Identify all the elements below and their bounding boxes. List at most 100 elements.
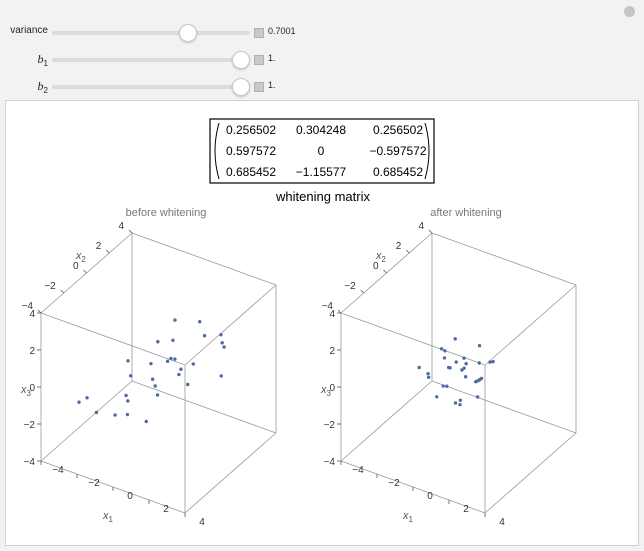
x3-tick-label: 2 bbox=[29, 346, 35, 357]
data-point bbox=[126, 399, 130, 403]
matrix-frame bbox=[209, 118, 435, 184]
x3-tick-label: 0 bbox=[29, 383, 35, 394]
x1-tick-label: −2 bbox=[388, 478, 400, 489]
box-edge bbox=[40, 380, 133, 462]
x2-tick-label: 0 bbox=[73, 261, 79, 272]
options-button[interactable] bbox=[624, 6, 635, 17]
data-point bbox=[77, 400, 81, 404]
axis-label-subscript: 1 bbox=[409, 515, 414, 524]
x2-tick-label: 4 bbox=[118, 221, 124, 232]
data-point bbox=[222, 345, 226, 349]
slider-knob[interactable] bbox=[232, 78, 250, 96]
data-point bbox=[124, 393, 128, 398]
slider-label: b1 bbox=[38, 52, 48, 68]
axis-label-name: x bbox=[102, 510, 109, 522]
x2-tick bbox=[60, 289, 65, 294]
data-point bbox=[463, 375, 468, 379]
left-paren bbox=[214, 122, 220, 180]
data-point bbox=[171, 338, 175, 342]
data-point bbox=[491, 359, 495, 364]
box-edge bbox=[131, 232, 277, 286]
slider-row: b1 1. bbox=[0, 50, 400, 70]
x1-tick-label: 0 bbox=[127, 491, 133, 502]
data-point bbox=[219, 333, 223, 337]
axis-label: x2 bbox=[375, 250, 387, 264]
axis-label: x3 bbox=[320, 384, 332, 398]
data-point bbox=[153, 384, 157, 388]
right-paren bbox=[424, 122, 430, 180]
data-point bbox=[454, 360, 458, 364]
x2-tick bbox=[360, 289, 365, 294]
matrix-entry: 0.304248 bbox=[296, 123, 346, 137]
x1-tick-label: 2 bbox=[163, 504, 169, 515]
data-point bbox=[488, 360, 492, 364]
label-subscript: 1 bbox=[43, 59, 48, 68]
data-point bbox=[462, 356, 466, 360]
data-point bbox=[426, 371, 430, 376]
axis-label-subscript: 3 bbox=[27, 389, 32, 398]
x2-tick-label: −4 bbox=[322, 301, 334, 312]
box-edge bbox=[184, 284, 277, 366]
data-point bbox=[219, 374, 223, 378]
matrix-entry: 0.597572 bbox=[226, 144, 276, 158]
x1-tick-label: 4 bbox=[499, 517, 505, 528]
x3-tick-label: −2 bbox=[324, 420, 336, 431]
matrix-entry: 0.256502 bbox=[373, 123, 423, 137]
data-point bbox=[186, 382, 190, 387]
expand-button[interactable] bbox=[254, 55, 264, 65]
x2-tick bbox=[337, 309, 342, 314]
x1-tick-label: −4 bbox=[52, 465, 64, 476]
x2-tick-label: 2 bbox=[96, 241, 102, 252]
matrix-caption: whitening matrix bbox=[275, 189, 370, 204]
box-edge bbox=[40, 312, 186, 366]
slider-value: 0.7001 bbox=[268, 26, 296, 36]
axis-label-subscript: 2 bbox=[381, 255, 386, 264]
data-point bbox=[442, 356, 447, 360]
axis-label: x1 bbox=[402, 510, 414, 524]
slider-knob[interactable] bbox=[179, 24, 197, 42]
x1-tick-label: 2 bbox=[463, 504, 469, 515]
box-edge bbox=[184, 432, 277, 514]
plot-title: after whitening bbox=[430, 207, 502, 219]
data-point bbox=[443, 349, 447, 353]
output-panel: whitening matrix 0.256502 0.304248 0.25650… bbox=[5, 100, 639, 546]
axis-label-subscript: 3 bbox=[327, 389, 332, 398]
axis-label-name: x bbox=[75, 250, 82, 262]
data-point bbox=[179, 367, 183, 371]
slider-track[interactable] bbox=[52, 58, 250, 62]
label-name: b bbox=[37, 79, 44, 93]
slider-track[interactable] bbox=[52, 85, 250, 89]
label-name: b bbox=[37, 52, 44, 66]
data-point bbox=[173, 357, 177, 361]
data-point bbox=[475, 395, 480, 399]
matrix-entry: −0.597572 bbox=[369, 144, 426, 158]
data-point bbox=[445, 384, 449, 388]
x2-tick bbox=[405, 249, 410, 254]
slider-track[interactable] bbox=[52, 31, 250, 35]
slider-knob[interactable] bbox=[232, 51, 250, 69]
data-point bbox=[191, 362, 195, 366]
expand-button[interactable] bbox=[254, 82, 264, 92]
x2-tick bbox=[128, 229, 133, 234]
matrix-entry: 0 bbox=[318, 144, 325, 158]
data-point bbox=[446, 365, 451, 370]
x2-tick-label: 4 bbox=[418, 221, 424, 232]
x3-tick-label: 4 bbox=[329, 309, 335, 320]
data-point bbox=[94, 410, 99, 415]
box-edge bbox=[340, 380, 433, 462]
x2-tick bbox=[83, 269, 87, 274]
expand-button[interactable] bbox=[254, 28, 264, 38]
data-point bbox=[477, 361, 481, 365]
data-point bbox=[198, 320, 202, 324]
x1-tick-label: 0 bbox=[427, 491, 433, 502]
data-point bbox=[202, 334, 207, 338]
axis-label-name: x bbox=[320, 384, 327, 396]
box-edge bbox=[131, 380, 277, 434]
x3-tick-label: 4 bbox=[29, 309, 35, 320]
box-edge bbox=[340, 312, 486, 366]
axis-label: x3 bbox=[20, 384, 32, 398]
data-point bbox=[458, 402, 462, 407]
data-point bbox=[453, 401, 458, 405]
x3-tick-label: −2 bbox=[24, 420, 36, 431]
slider-label: variance bbox=[10, 25, 48, 36]
